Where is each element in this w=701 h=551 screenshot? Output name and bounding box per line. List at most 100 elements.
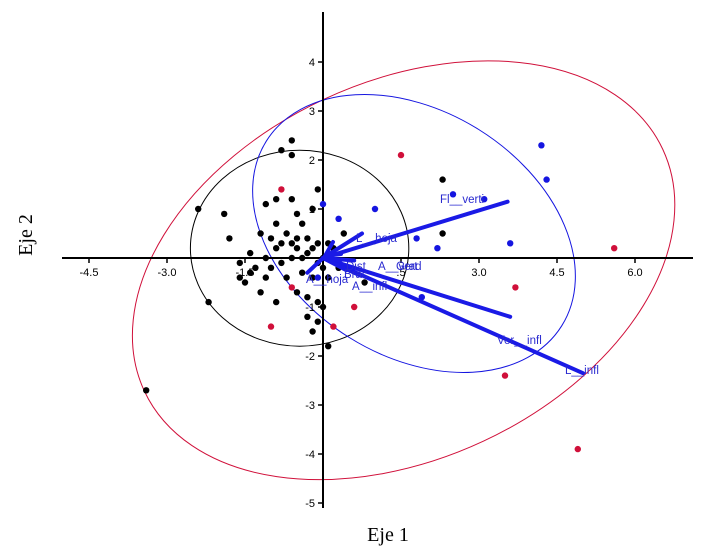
red-point bbox=[574, 445, 581, 453]
black-point bbox=[288, 196, 295, 203]
y-tick-label: -1 bbox=[305, 302, 315, 314]
black-point bbox=[278, 147, 285, 154]
x-tick-label: 3.0 bbox=[471, 267, 486, 279]
black-point bbox=[205, 298, 212, 306]
black-point bbox=[439, 230, 446, 237]
black-point bbox=[257, 230, 264, 237]
y-axis-title: Eje 2 bbox=[15, 214, 37, 256]
y-tick-label: 2 bbox=[309, 155, 315, 167]
x-tick-label: -3.0 bbox=[158, 267, 177, 279]
x-tick-label: -4.5 bbox=[80, 267, 99, 279]
y-tick-label: -3 bbox=[305, 400, 315, 412]
black-point bbox=[273, 298, 280, 306]
blue-point bbox=[413, 235, 420, 242]
black-point bbox=[304, 235, 311, 242]
black-point bbox=[273, 245, 280, 252]
blue-point bbox=[335, 215, 342, 222]
black-point bbox=[226, 235, 233, 242]
y-tick-label: -4 bbox=[305, 449, 315, 461]
black-point bbox=[257, 289, 264, 296]
black-point bbox=[299, 220, 306, 227]
black-point bbox=[283, 230, 290, 237]
black-point bbox=[304, 313, 311, 320]
black-point bbox=[299, 254, 306, 262]
y-tick-label: 4 bbox=[309, 57, 315, 69]
black-point bbox=[247, 249, 254, 257]
vector-label: Fl__verti bbox=[440, 194, 484, 206]
vector-label: Brac bbox=[344, 269, 368, 281]
vector-label: Dist bbox=[346, 261, 367, 273]
black-point bbox=[262, 200, 269, 208]
black-point bbox=[293, 289, 301, 296]
black-point bbox=[143, 387, 150, 394]
loading-vectors bbox=[305, 199, 585, 376]
vector-labels: Fl__verti L__hoja Ver__infl L__infl Dist A__v… bbox=[306, 194, 599, 377]
vector-label: L__infl bbox=[565, 365, 599, 377]
black-point bbox=[299, 269, 306, 276]
red-point bbox=[267, 323, 275, 330]
black-point bbox=[361, 279, 368, 286]
blue-point bbox=[319, 200, 327, 208]
black-point bbox=[236, 274, 243, 281]
vector-label: A__hoja bbox=[306, 274, 349, 286]
axes bbox=[62, 12, 693, 508]
vector-origin-arrowheads bbox=[323, 240, 343, 262]
blue-point bbox=[538, 142, 545, 149]
blue-group-ellipse bbox=[252, 94, 576, 373]
black-point bbox=[319, 264, 327, 271]
data-points bbox=[143, 137, 618, 453]
x-tick-label: 4.5 bbox=[549, 267, 564, 279]
black-point bbox=[221, 210, 228, 218]
black-point bbox=[340, 230, 347, 237]
vector-label: A__vert bbox=[378, 261, 418, 273]
black-point bbox=[314, 240, 321, 247]
red-point bbox=[330, 323, 337, 330]
red-point bbox=[501, 372, 509, 379]
blue-point bbox=[481, 196, 488, 203]
vector-label: Ver__infl bbox=[497, 335, 542, 347]
y-tick-label: -2 bbox=[305, 351, 315, 363]
black-point bbox=[288, 151, 295, 159]
black-point bbox=[293, 245, 301, 252]
black-point bbox=[273, 196, 280, 203]
black-point bbox=[325, 274, 332, 281]
red-point bbox=[278, 186, 285, 193]
black-point bbox=[309, 274, 316, 281]
black-point bbox=[262, 274, 269, 281]
blue-point bbox=[418, 294, 425, 301]
blue-point bbox=[434, 245, 441, 252]
vector-label: L__hoja bbox=[356, 233, 398, 245]
x-tick-label: 6.0 bbox=[627, 267, 642, 279]
black-point bbox=[304, 249, 311, 257]
red-point bbox=[351, 303, 358, 311]
blue-point bbox=[507, 240, 514, 247]
black-point bbox=[314, 298, 321, 306]
black-point bbox=[309, 328, 316, 335]
x-tick-label: .5 bbox=[396, 267, 405, 279]
red-point bbox=[397, 151, 405, 159]
black-point bbox=[319, 303, 327, 311]
black-point bbox=[247, 269, 254, 276]
y-tick-label: -5 bbox=[305, 498, 315, 510]
black-point bbox=[293, 235, 301, 242]
black-point bbox=[278, 259, 285, 267]
black-point bbox=[195, 205, 202, 213]
black-point bbox=[293, 210, 301, 218]
blue-point bbox=[449, 191, 457, 198]
black-point bbox=[309, 245, 316, 252]
red-point bbox=[512, 284, 519, 291]
black-point bbox=[278, 240, 285, 247]
blue-point bbox=[543, 176, 550, 183]
blue-point bbox=[314, 274, 321, 281]
black-point bbox=[267, 235, 275, 242]
black-point bbox=[314, 318, 321, 325]
black-point bbox=[252, 264, 259, 271]
y-tick-label: 3 bbox=[309, 106, 315, 118]
black-point bbox=[283, 274, 290, 281]
black-point bbox=[439, 176, 446, 183]
black-point bbox=[309, 205, 316, 213]
x-axis-title: Eje 1 bbox=[367, 524, 409, 546]
black-point bbox=[267, 264, 275, 271]
black-point bbox=[314, 186, 321, 193]
